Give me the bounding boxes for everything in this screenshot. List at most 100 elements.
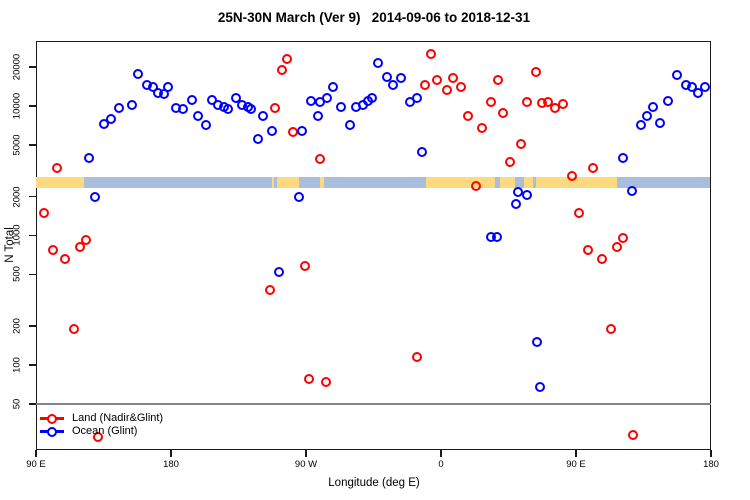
data-point-land [281,54,292,65]
data-point-land [566,170,577,181]
data-point-ocean [253,133,263,144]
y-tick-mark [29,273,36,276]
data-point-land [419,80,430,91]
data-point-ocean [382,72,392,83]
x-tick-label: 90 W [294,459,318,470]
data-point-ocean [535,381,545,392]
surface-band-ocean-segment [324,177,426,188]
data-point-land [320,376,331,387]
surface-band-ocean-segment [616,177,711,188]
data-point-ocean [511,199,521,209]
y-tick-mark [29,403,36,405]
data-point-ocean [257,111,268,122]
y-tick-label: 2000 [11,185,23,208]
data-point-land [38,207,49,218]
data-point-ocean [106,114,116,125]
data-point-land [596,253,607,264]
y-tick-label: 50 [11,398,23,410]
data-point-land [304,373,314,384]
data-point-ocean [305,95,316,106]
surface-band-ocean-segment [495,177,500,188]
data-point-ocean [412,92,422,103]
data-point-ocean [83,152,94,163]
surface-band-land-segment [524,177,533,188]
data-point-ocean [521,190,532,201]
data-point-ocean [491,231,502,242]
y-tick-mark [29,234,36,237]
data-point-land [455,82,466,93]
data-point-land [74,242,85,253]
surface-band-ocean-segment [273,177,277,188]
data-point-land [68,323,79,334]
data-point-ocean [187,94,197,105]
data-point-land [617,233,628,244]
data-point-ocean [512,187,523,198]
data-point-land [485,97,496,108]
data-point-ocean [223,104,233,115]
x-tick-mark [710,450,712,457]
data-point-land [412,352,422,363]
surface-band-ocean-segment [532,177,537,188]
data-point-ocean [274,267,284,278]
x-tick-label: 0 [438,459,444,470]
data-point-ocean [335,101,346,112]
data-point-ocean [230,92,241,103]
plot-area [36,41,711,450]
surface-band-land-segment [319,177,324,188]
legend-label-ocean: Ocean (Glint) [72,425,138,437]
legend-label-land: Land (Nadir&Glint) [72,412,164,424]
data-point-land [583,245,593,256]
data-point-land [542,96,553,107]
data-point-ocean [178,104,188,115]
data-point-ocean [163,82,173,93]
surface-band-land-segment [536,177,617,188]
data-point-land [287,126,298,137]
data-point-land [557,98,568,109]
y-tick-mark [29,325,36,327]
data-point-land [425,49,436,60]
x-tick-mark [305,450,307,457]
data-point-ocean [296,126,307,137]
data-point-ocean [647,101,658,112]
data-point-land [497,107,508,118]
data-point-ocean [266,126,277,137]
data-point-land [52,163,62,174]
data-point-land [628,429,638,440]
data-point-ocean [322,92,332,103]
data-point-ocean [416,147,427,158]
surface-band-land-segment [426,177,495,188]
data-point-ocean [388,79,398,90]
x-axis-label: Longitude (deg E) [328,477,420,489]
data-point-land [605,323,616,334]
y-tick-label: 500 [11,266,23,283]
data-point-land [476,122,487,133]
surface-band-land-segment [499,177,515,188]
x-tick-mark [575,450,577,457]
data-point-ocean [200,120,211,131]
data-point-ocean [686,82,697,93]
data-point-ocean [206,94,217,105]
data-point-ocean [133,68,143,79]
data-point-ocean [245,104,256,115]
data-point-ocean [635,120,646,131]
data-point-land [521,96,532,107]
data-point-ocean [395,73,406,84]
data-point-ocean [127,99,137,110]
data-point-ocean [532,337,542,348]
data-point-ocean [293,191,304,202]
data-point-land [530,67,541,78]
data-point-ocean [328,82,338,93]
data-point-land [448,72,458,83]
y-tick-mark [29,66,36,68]
chart-title: 25N-30N March (Ver 9) 2014-09-06 to 2018… [217,10,531,25]
data-point-ocean [617,152,628,163]
data-point-land [47,245,58,256]
data-point-ocean [655,117,665,128]
x-tick-label: 180 [163,459,179,470]
data-point-land [80,234,91,245]
y-tick-label: 5000 [11,134,23,156]
y-tick-mark [29,364,36,366]
y-tick-label: 100 [11,357,23,373]
legend-item-ocean: Ocean (Glint) [40,425,260,438]
